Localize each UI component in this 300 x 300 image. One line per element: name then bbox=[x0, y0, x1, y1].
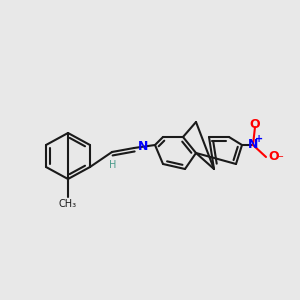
Text: ⁻: ⁻ bbox=[277, 154, 283, 164]
Text: H: H bbox=[109, 160, 117, 170]
Text: N: N bbox=[248, 137, 258, 151]
Text: CH₃: CH₃ bbox=[59, 199, 77, 209]
Text: +: + bbox=[255, 134, 263, 144]
Text: N: N bbox=[138, 140, 148, 154]
Text: O: O bbox=[268, 151, 279, 164]
Text: O: O bbox=[250, 118, 260, 131]
